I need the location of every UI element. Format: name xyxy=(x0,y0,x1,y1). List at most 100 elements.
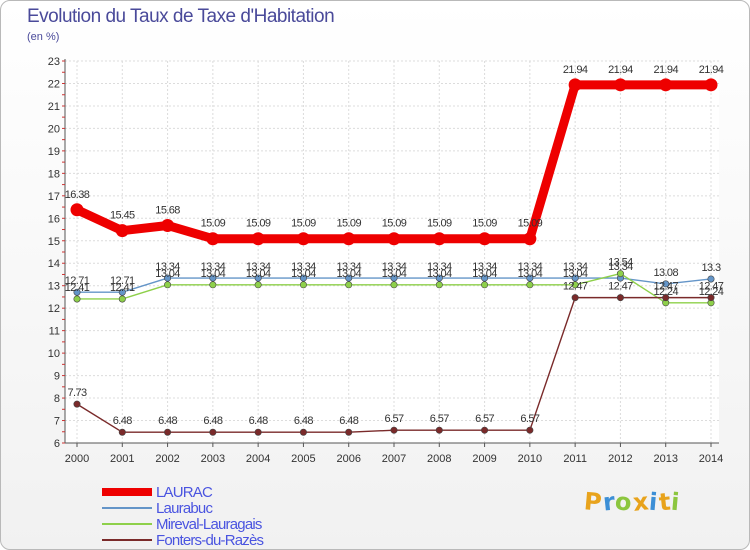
y-tick-label: 6 xyxy=(54,438,60,450)
logo-letter: i xyxy=(669,487,682,517)
data-point xyxy=(342,232,356,246)
data-label: 13.54 xyxy=(608,257,633,269)
data-point xyxy=(435,274,443,282)
legend-swatch xyxy=(102,507,152,509)
y-tick-label: 7 xyxy=(54,416,60,428)
x-tick-label: 2002 xyxy=(155,453,179,465)
data-label: 13.34 xyxy=(155,261,180,273)
data-point xyxy=(299,274,307,282)
data-label: 12.71 xyxy=(65,275,90,287)
data-point xyxy=(345,428,353,436)
data-point xyxy=(299,428,307,436)
data-label: 6.57 xyxy=(475,413,494,425)
data-label: 13.04 xyxy=(291,268,316,280)
proxiti-logo: Proxiti xyxy=(582,487,682,517)
y-tick-label: 13 xyxy=(48,281,60,293)
data-label: 13.04 xyxy=(427,268,452,280)
data-label: 6.48 xyxy=(249,415,268,427)
data-point xyxy=(616,294,624,302)
data-label: 15.09 xyxy=(382,218,407,230)
y-tick-label: 23 xyxy=(48,56,60,68)
x-tick-label: 2011 xyxy=(563,453,587,465)
data-label: 12.24 xyxy=(653,286,678,298)
data-point xyxy=(390,274,398,282)
data-point xyxy=(526,281,534,289)
data-point xyxy=(704,78,718,92)
legend-swatch xyxy=(102,523,152,525)
data-point xyxy=(526,426,534,434)
x-tick-label: 2004 xyxy=(246,453,270,465)
data-point xyxy=(118,295,126,303)
data-label: 12.47 xyxy=(699,281,724,293)
data-label: 7.73 xyxy=(67,387,86,399)
data-label: 13.04 xyxy=(336,268,361,280)
data-label: 15.09 xyxy=(336,218,361,230)
y-tick-label: 22 xyxy=(48,78,60,90)
y-tick-label: 19 xyxy=(48,146,60,158)
data-label: 6.48 xyxy=(203,415,222,427)
data-label: 13.34 xyxy=(518,261,543,273)
data-label: 13.34 xyxy=(201,261,226,273)
data-label: 15.09 xyxy=(201,218,226,230)
data-label: 13.34 xyxy=(608,261,633,273)
data-point xyxy=(481,281,489,289)
data-label: 21.94 xyxy=(608,64,633,76)
data-point xyxy=(662,294,670,302)
legend-label: Fonters-du-Razès xyxy=(156,532,264,549)
x-tick-label: 2007 xyxy=(382,453,406,465)
data-label: 13.04 xyxy=(518,268,543,280)
data-point xyxy=(526,274,534,282)
data-label: 6.57 xyxy=(430,413,449,425)
data-label: 13.04 xyxy=(382,268,407,280)
data-point xyxy=(390,281,398,289)
y-tick-label: 15 xyxy=(48,236,60,248)
data-point xyxy=(118,288,126,296)
x-tick-label: 2001 xyxy=(110,453,134,465)
legend-swatch xyxy=(102,539,152,541)
data-point xyxy=(481,426,489,434)
x-tick-label: 2008 xyxy=(427,453,451,465)
data-point xyxy=(209,274,217,282)
data-point xyxy=(707,275,715,283)
logo-letter: P xyxy=(582,487,604,517)
data-label: 16.38 xyxy=(65,189,90,201)
x-tick-label: 2003 xyxy=(201,453,225,465)
x-tick-label: 2012 xyxy=(608,453,632,465)
data-point xyxy=(299,281,307,289)
data-point xyxy=(435,281,443,289)
data-point xyxy=(432,232,446,246)
data-label: 21.94 xyxy=(699,64,724,76)
data-point xyxy=(254,281,262,289)
x-tick-label: 2013 xyxy=(653,453,677,465)
data-label: 12.41 xyxy=(110,282,135,294)
data-label: 21.94 xyxy=(653,64,678,76)
data-point xyxy=(164,281,172,289)
data-point xyxy=(70,203,84,217)
data-point xyxy=(345,274,353,282)
y-tick-label: 12 xyxy=(48,303,60,315)
y-tick-label: 18 xyxy=(48,168,60,180)
data-point xyxy=(118,428,126,436)
data-label: 13.34 xyxy=(472,261,497,273)
data-label: 12.47 xyxy=(653,281,678,293)
data-point xyxy=(571,294,579,302)
data-point xyxy=(164,428,172,436)
data-point xyxy=(254,274,262,282)
legend-label: Laurabuc xyxy=(156,500,213,517)
x-tick-label: 2010 xyxy=(518,453,542,465)
data-point xyxy=(478,232,492,246)
data-label: 13.04 xyxy=(246,268,271,280)
x-tick-label: 2006 xyxy=(336,453,360,465)
data-label: 15.45 xyxy=(110,210,135,222)
data-point xyxy=(251,232,265,246)
legend-swatch xyxy=(102,488,152,496)
data-label: 12.41 xyxy=(65,282,90,294)
y-tick-label: 14 xyxy=(48,258,60,270)
data-label: 15.68 xyxy=(155,204,180,216)
data-label: 21.94 xyxy=(563,64,588,76)
y-tick-label: 21 xyxy=(48,101,60,113)
data-label: 13.34 xyxy=(563,261,588,273)
data-point xyxy=(387,232,401,246)
data-label: 12.47 xyxy=(608,281,633,293)
